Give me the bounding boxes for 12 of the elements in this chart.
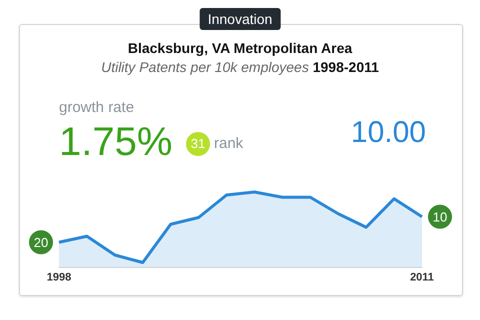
text: rank xyxy=(214,135,244,152)
chart-title: Blacksburg, VA Metropolitan Area xyxy=(126,40,354,56)
text: Innovation xyxy=(200,8,280,30)
text: growth rate xyxy=(59,99,134,116)
annotation: 20 xyxy=(34,234,48,250)
x-tick-label: 1998 xyxy=(46,272,72,284)
text: 10.00 xyxy=(350,116,426,150)
x-tick-label: 2011 xyxy=(410,272,434,284)
text: 1.75% xyxy=(59,120,172,165)
chart-subtitle: Utility Patents per 10k employees 1998-2011 xyxy=(101,59,379,75)
text: 31 xyxy=(186,132,210,156)
annotation: 10 xyxy=(432,209,448,224)
